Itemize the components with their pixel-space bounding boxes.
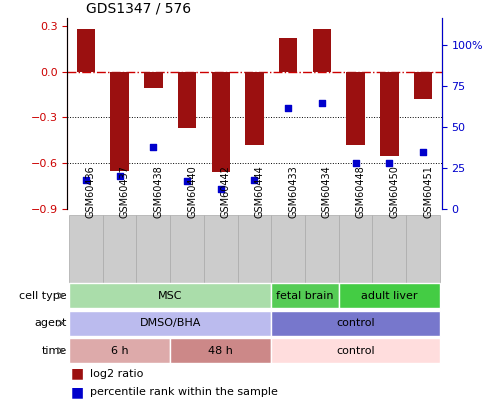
Text: GSM60451: GSM60451 bbox=[423, 165, 433, 217]
Bar bbox=[170, 215, 204, 288]
Text: 6 h: 6 h bbox=[111, 346, 128, 356]
Text: GSM60438: GSM60438 bbox=[153, 165, 163, 217]
Bar bbox=[372, 215, 406, 288]
Point bbox=[183, 178, 191, 184]
Text: agent: agent bbox=[34, 318, 67, 328]
Bar bbox=[346, 72, 365, 145]
Point bbox=[217, 186, 225, 193]
Text: percentile rank within the sample: percentile rank within the sample bbox=[90, 387, 278, 397]
Bar bbox=[339, 283, 440, 308]
Bar bbox=[271, 338, 440, 363]
Text: GSM60433: GSM60433 bbox=[288, 165, 298, 217]
Text: control: control bbox=[336, 318, 375, 328]
Point bbox=[116, 173, 124, 179]
Text: GSM60448: GSM60448 bbox=[356, 165, 366, 217]
Bar bbox=[339, 215, 372, 288]
Bar bbox=[380, 72, 399, 156]
Point bbox=[149, 144, 157, 150]
Bar bbox=[245, 72, 264, 145]
Bar bbox=[144, 72, 163, 88]
Bar bbox=[69, 311, 271, 336]
Bar bbox=[103, 215, 137, 288]
Bar bbox=[137, 215, 170, 288]
Point bbox=[352, 160, 360, 166]
Point bbox=[250, 176, 258, 183]
Bar bbox=[271, 311, 440, 336]
Bar bbox=[238, 215, 271, 288]
Text: control: control bbox=[336, 346, 375, 356]
Text: log2 ratio: log2 ratio bbox=[90, 369, 143, 379]
Text: MSC: MSC bbox=[158, 291, 183, 301]
Text: GSM60450: GSM60450 bbox=[389, 165, 399, 217]
Text: GSM60444: GSM60444 bbox=[254, 165, 264, 217]
Text: GSM60437: GSM60437 bbox=[120, 165, 130, 217]
Text: GSM60440: GSM60440 bbox=[187, 165, 197, 217]
Bar bbox=[212, 72, 230, 173]
Text: GSM60434: GSM60434 bbox=[322, 165, 332, 217]
Bar bbox=[110, 72, 129, 171]
Bar bbox=[69, 283, 271, 308]
Text: GSM60442: GSM60442 bbox=[221, 165, 231, 217]
Text: GDS1347 / 576: GDS1347 / 576 bbox=[86, 2, 191, 16]
Point bbox=[419, 149, 427, 155]
Text: time: time bbox=[41, 346, 67, 356]
Point bbox=[385, 160, 393, 166]
Point bbox=[284, 104, 292, 111]
Bar bbox=[279, 38, 297, 72]
Text: fetal brain: fetal brain bbox=[276, 291, 334, 301]
Text: adult liver: adult liver bbox=[361, 291, 418, 301]
Text: GSM60436: GSM60436 bbox=[86, 165, 96, 217]
Bar bbox=[305, 215, 339, 288]
Bar bbox=[406, 215, 440, 288]
Bar bbox=[69, 215, 103, 288]
Bar bbox=[170, 338, 271, 363]
Text: cell type: cell type bbox=[19, 291, 67, 301]
Text: DMSO/BHA: DMSO/BHA bbox=[140, 318, 201, 328]
Point bbox=[318, 100, 326, 106]
Bar bbox=[77, 29, 95, 72]
Text: ■: ■ bbox=[71, 367, 84, 381]
Bar bbox=[271, 283, 339, 308]
Point bbox=[82, 176, 90, 183]
Bar bbox=[69, 338, 170, 363]
Bar bbox=[204, 215, 238, 288]
Bar bbox=[178, 72, 196, 128]
Text: 48 h: 48 h bbox=[209, 346, 233, 356]
Bar bbox=[414, 72, 432, 99]
Text: ■: ■ bbox=[71, 385, 84, 399]
Bar bbox=[313, 29, 331, 72]
Bar bbox=[271, 215, 305, 288]
